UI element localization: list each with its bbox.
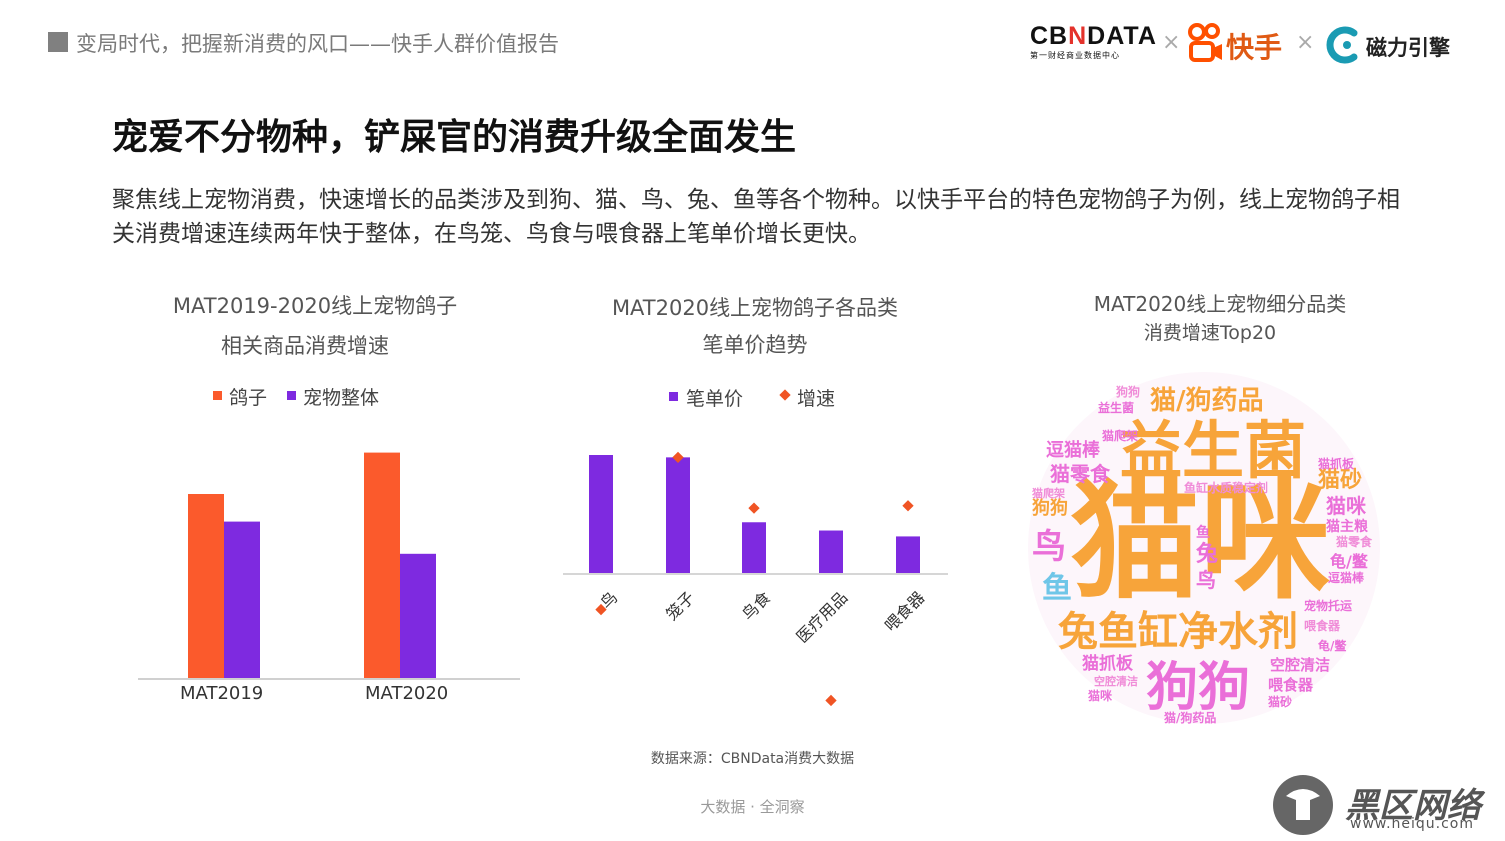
word-cat-teaser-2: 逗猫棒: [1328, 571, 1365, 585]
chart2-bar-2: [742, 522, 766, 573]
legend-swatch-unit-price: [669, 392, 678, 401]
legend-swatch-pet-overall: [287, 391, 296, 400]
chart1-x-label-mat2020: MAT2020: [365, 683, 449, 704]
word-probiotic-2: 益生菌: [1098, 401, 1135, 415]
word-cat-scratcher-2: 猫抓板: [1318, 457, 1355, 471]
word-feeder: 喂食器: [1268, 676, 1314, 694]
chart2-growth-marker-4: [902, 500, 914, 512]
kuaishou-logo-icon: [1188, 23, 1222, 62]
report-title: 变局时代，把握新消费的风口——快手人群价值报告: [76, 32, 559, 56]
chart1-x-label-mat2019: MAT2019: [180, 683, 264, 704]
watermark-url: www.heiqu.com: [1350, 816, 1475, 832]
times-symbol: ×: [1162, 30, 1181, 55]
chart2-plot: [563, 451, 948, 707]
wordcloud: 猫咪 益生菌 兔鱼缸净水剂 狗狗 猫/狗药品 猫零食 逗猫棒 猫砂 猫咪 鸟 鱼…: [1012, 358, 1396, 740]
word-cat: 猫咪: [1070, 465, 1331, 617]
chart3-title-line2: 消费增速Top20: [1143, 322, 1277, 344]
chart1-bar-pigeon-1: [364, 452, 400, 678]
cbndata-logo: CBNDATA 第一财经商业数据中心: [1030, 22, 1157, 62]
cili-engine-logo-text: 磁力引擎: [1366, 36, 1450, 60]
word-oral-cleaning: 空腔清洁: [1270, 656, 1331, 674]
word-cat-snack-2: 猫零食: [1336, 535, 1373, 549]
header-square-icon: [48, 32, 68, 52]
word-cat-tree-2: 猫爬架: [1032, 487, 1065, 500]
legend-label-pigeon: 鸽子: [229, 387, 268, 409]
cbndata-logo-subtitle: 第一财经商业数据中心: [1030, 51, 1120, 60]
chart2-bar-3: [819, 530, 843, 573]
word-cat-dog-medicine: 猫/狗药品: [1150, 386, 1264, 416]
chart1-bar-pet-overall-1: [400, 553, 436, 678]
legend-swatch-pigeon: [213, 391, 222, 400]
word-cat-scratcher: 猫抓板: [1082, 654, 1133, 674]
legend-marker-growth: [779, 389, 791, 401]
word-water-stabilizer: 鱼缸水质稳定剂: [1184, 481, 1269, 495]
word-dog-3: 狗狗: [1116, 385, 1141, 399]
slide-title: 宠爱不分物种，铲屎官的消费升级全面发生: [112, 117, 797, 158]
word-feeder-2: 喂食器: [1304, 619, 1341, 633]
times-symbol: ×: [1296, 30, 1315, 55]
word-fish-2: 鱼: [1196, 525, 1210, 541]
chart2-bar-4: [896, 536, 920, 573]
chart2-bar-1: [666, 457, 690, 573]
word-cat-3: 猫咪: [1088, 689, 1113, 703]
chart1-title-line1: MAT2019-2020线上宠物鸽子: [172, 294, 458, 318]
footer-tagline: 大数据 · 全洞察: [700, 798, 805, 816]
data-source: 数据来源：CBNData消费大数据: [650, 751, 855, 767]
chart1-bar-pet-overall-0: [224, 521, 260, 678]
word-rabbit: 兔: [1196, 542, 1219, 567]
chart1-plot: [138, 452, 520, 680]
word-dog-2: 狗狗: [1032, 498, 1068, 519]
word-fish-tank-cleaner: 兔鱼缸净水剂: [1058, 609, 1298, 655]
word-cat-dog-medicine-2: 猫/狗药品: [1164, 711, 1217, 725]
cili-engine-logo-icon: [1326, 26, 1358, 64]
word-turtle: 龟/鳖: [1330, 552, 1368, 571]
legend-label-pet-overall: 宠物整体: [303, 387, 380, 409]
chart1-title-line2: 相关商品消费增速: [221, 334, 389, 358]
word-bird-2: 鸟: [1196, 568, 1216, 592]
word-oral-cleaning-2: 空腔清洁: [1094, 675, 1138, 688]
word-cat-tree: 猫爬架: [1102, 429, 1139, 443]
cbndata-logo-text: CBNDATA: [1030, 22, 1157, 50]
legend-label-unit-price: 笔单价: [686, 388, 744, 410]
word-fish: 鱼: [1042, 571, 1072, 606]
chart1-bar-pigeon-0: [188, 494, 224, 678]
chart3-title-line1: MAT2020线上宠物细分品类: [1093, 292, 1347, 316]
word-pet-shipping: 宠物托运: [1304, 599, 1353, 613]
watermark-logo-icon: [1273, 775, 1333, 835]
word-cat-2: 猫咪: [1326, 494, 1366, 518]
cbndata-logo-n: N: [1068, 22, 1088, 50]
chart2-title-line1: MAT2020线上宠物鸽子各品类: [611, 296, 899, 320]
chart2-bar-0: [589, 455, 613, 573]
word-turtle-2: 龟/鳖: [1318, 639, 1347, 653]
word-cat-litter: 猫砂: [1318, 468, 1363, 493]
word-probiotic: 益生菌: [1120, 414, 1307, 487]
word-dog: 狗狗: [1146, 658, 1251, 718]
watermark-text: 黑区网络: [1345, 786, 1481, 826]
chart2-title-line2: 笔单价趋势: [702, 333, 808, 357]
chart2-growth-marker-1: [672, 451, 684, 464]
word-cat-snack: 猫零食: [1050, 462, 1110, 486]
word-cat-teaser: 逗猫棒: [1046, 440, 1100, 461]
slide-description: 聚焦线上宠物消费，快速增长的品类涉及到狗、猫、鸟、兔、鱼等各个物种。以快手平台的…: [112, 187, 1400, 247]
word-bird: 鸟: [1032, 527, 1066, 567]
legend-label-growth: 增速: [797, 388, 836, 410]
chart2-growth-marker-3: [825, 694, 837, 707]
word-cat-litter-2: 猫砂: [1268, 695, 1293, 709]
kuaishou-logo-text: 快手: [1226, 31, 1283, 64]
word-cat-staple-food: 猫主粮: [1326, 519, 1368, 535]
wordcloud-shape: [1028, 372, 1380, 724]
chart2-growth-marker-2: [748, 502, 760, 514]
